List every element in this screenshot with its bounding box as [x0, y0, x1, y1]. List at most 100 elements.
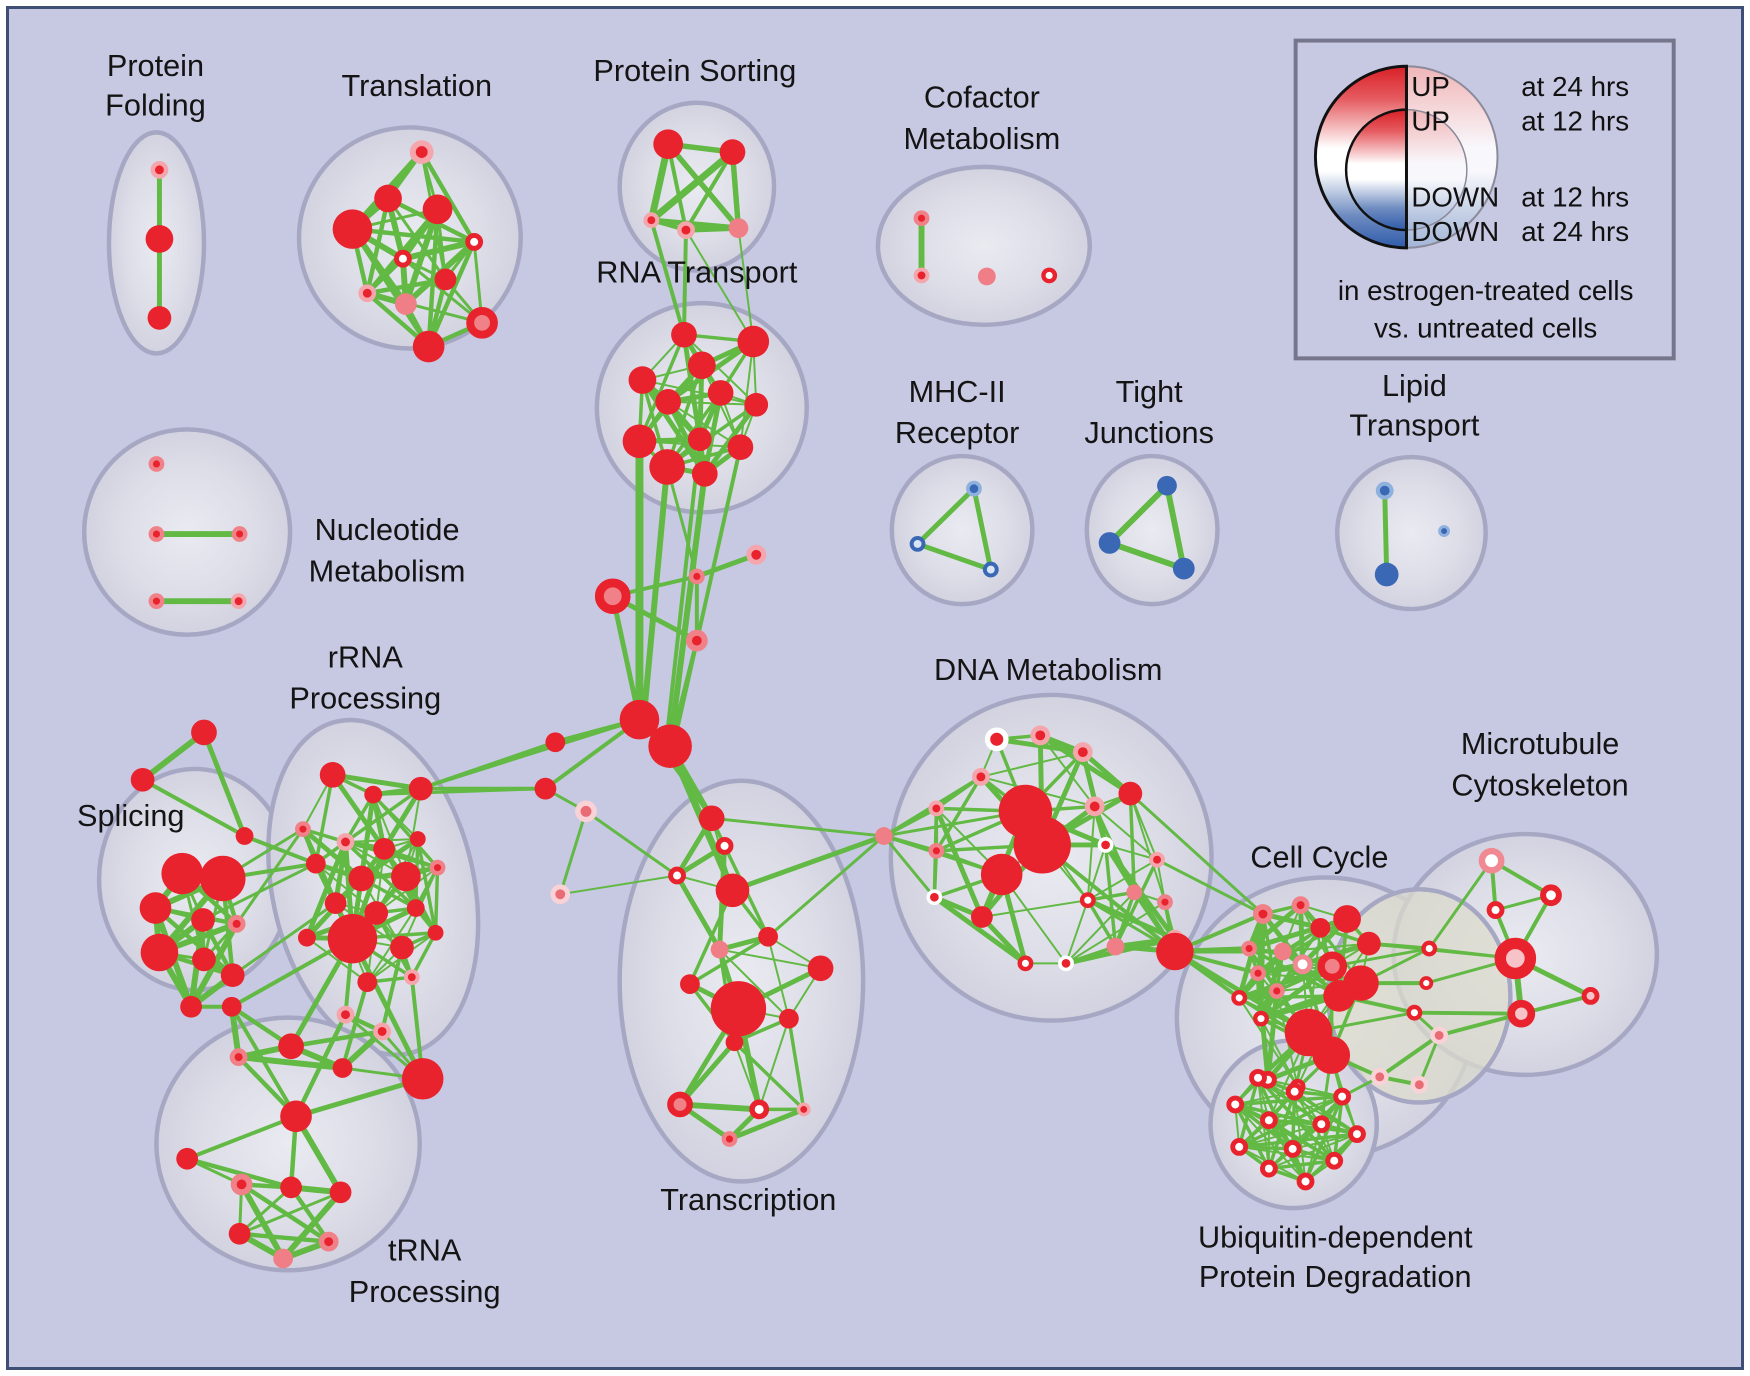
edge-cell-cycle: [1259, 1017, 1299, 1088]
node-trna-processing: [278, 1033, 304, 1060]
legend-time-label-3: at 24 hrs: [1521, 216, 1629, 247]
node-rrna-processing: [429, 859, 446, 876]
edge-transcription: [718, 948, 822, 970]
node-connector: [1421, 940, 1438, 957]
edge-translation: [365, 291, 484, 325]
edge-link: [684, 229, 755, 343]
cluster-label-protein-folding: Folding: [105, 89, 206, 123]
node-cell-cycle: [1323, 980, 1356, 1012]
node-connector: [619, 699, 660, 740]
cluster-label-protein-folding: Protein: [107, 49, 204, 83]
edge-dna-metabolism: [934, 775, 983, 853]
node-trna-processing: [280, 1100, 312, 1133]
node-cell-cycle: [1268, 983, 1285, 999]
edge-dna-metabolism: [931, 894, 1028, 966]
edge-link: [1128, 792, 1265, 916]
node-translation: [394, 293, 417, 315]
edge-ubiquitin-degradation: [1304, 1123, 1323, 1183]
node-trna-processing: [373, 1022, 392, 1041]
node-ubiquitin-degradation: [1296, 1172, 1315, 1191]
edge-tight-junctions: [1163, 482, 1187, 572]
edge-link: [584, 809, 679, 877]
node-protein-sorting: [677, 221, 695, 239]
cluster-label-rrna-processing: Processing: [289, 682, 441, 716]
network-figure: Protein Folding Translation Protein Sorting…: [6, 6, 1744, 1370]
cluster-label-rna-transport: RNA Transport: [596, 255, 798, 289]
node-rrna-processing: [327, 914, 378, 964]
node-cell-cycle: [1253, 1010, 1269, 1027]
edge-link: [371, 787, 547, 797]
node-cell-cycle: [1241, 940, 1258, 957]
legend-direction-label-2: DOWN: [1411, 181, 1499, 212]
node-cell-cycle: [1317, 951, 1348, 982]
node-protein-folding: [150, 160, 169, 179]
node-splicing: [200, 855, 246, 902]
node-connector: [534, 777, 557, 800]
cluster-label-tight-junctions: Tight: [1116, 375, 1184, 409]
node-connector: [1430, 1026, 1449, 1045]
node-connector: [685, 629, 708, 652]
edge-link: [1155, 858, 1265, 916]
edge-translation: [419, 149, 477, 245]
node-protein-sorting: [728, 218, 749, 238]
node-trna-processing: [280, 1176, 302, 1199]
node-connector: [545, 732, 566, 753]
node-microtubule-cytoskeleton: [1478, 847, 1505, 874]
node-mhc-ii-receptor: [909, 536, 926, 552]
node-protein-sorting: [719, 139, 746, 165]
edge-rna-transport: [641, 379, 758, 406]
node-transcription: [778, 1008, 799, 1029]
cluster-trna-processing-ellipse: [154, 1015, 422, 1273]
cluster-label-dna-metabolism: DNA Metabolism: [934, 653, 1162, 687]
edge-dna-metabolism: [1104, 843, 1159, 861]
cluster-tight-junctions-ellipse: [1084, 453, 1220, 607]
node-translation: [422, 194, 453, 225]
edge-dna-metabolism: [1113, 890, 1137, 949]
node-transcription: [807, 955, 834, 982]
cluster-label-ubiquitin-degradation: Protein Degradation: [1199, 1260, 1472, 1294]
node-dna-metabolism: [1017, 955, 1034, 972]
edge-dna-metabolism: [979, 751, 1084, 778]
node-translation: [409, 140, 434, 164]
edge-link: [242, 834, 318, 866]
edge-trna-processing: [238, 1190, 343, 1236]
legend-time-label-2: at 12 hrs: [1521, 181, 1629, 212]
node-transcription: [715, 873, 750, 908]
edge-dna-metabolism: [1086, 898, 1118, 949]
node-translation: [374, 184, 402, 213]
edge-trna-processing: [235, 1054, 346, 1071]
edge-ubiquitin-degradation: [1267, 1159, 1336, 1171]
node-connector: [594, 578, 631, 614]
node-dna-metabolism: [1030, 725, 1051, 746]
edge-dna-metabolism: [1129, 792, 1166, 904]
node-dna-metabolism: [1118, 781, 1143, 806]
node-dna-metabolism: [928, 842, 945, 859]
cluster-label-mhc-ii-receptor: MHC-II: [909, 375, 1006, 409]
cluster-mhc-ii-receptor-ellipse: [889, 453, 1035, 607]
edge-dna-metabolism: [1065, 899, 1089, 965]
cluster-label-cell-cycle: Cell Cycle: [1250, 841, 1388, 875]
node-ubiquitin-degradation: [1259, 1159, 1278, 1178]
node-connector: [648, 724, 692, 768]
node-connector: [130, 767, 155, 792]
edge-link: [1412, 1010, 1524, 1016]
node-transcription: [725, 1033, 744, 1052]
cluster-label-nucleotide-metabolism: Nucleotide: [315, 513, 460, 547]
edge-dna-metabolism: [1065, 891, 1136, 965]
node-dna-metabolism: [1084, 796, 1105, 817]
node-rrna-processing: [390, 935, 414, 960]
edge-link: [1330, 947, 1431, 968]
node-connector: [1156, 932, 1194, 971]
node-microtubule-cytoskeleton: [1581, 987, 1600, 1005]
node-dna-metabolism: [1149, 851, 1165, 868]
node-dna-metabolism: [1079, 892, 1096, 909]
edge-lipid-transport: [1382, 488, 1390, 577]
node-cell-cycle: [1310, 917, 1331, 938]
edge-link: [139, 729, 207, 783]
edge-link: [235, 827, 305, 926]
edge-rrna-processing: [330, 772, 387, 852]
edge-link: [201, 729, 248, 839]
node-rrna-processing: [295, 821, 311, 838]
cluster-label-nucleotide-metabolism: Metabolism: [309, 554, 466, 588]
edge-dna-metabolism: [980, 899, 1089, 918]
